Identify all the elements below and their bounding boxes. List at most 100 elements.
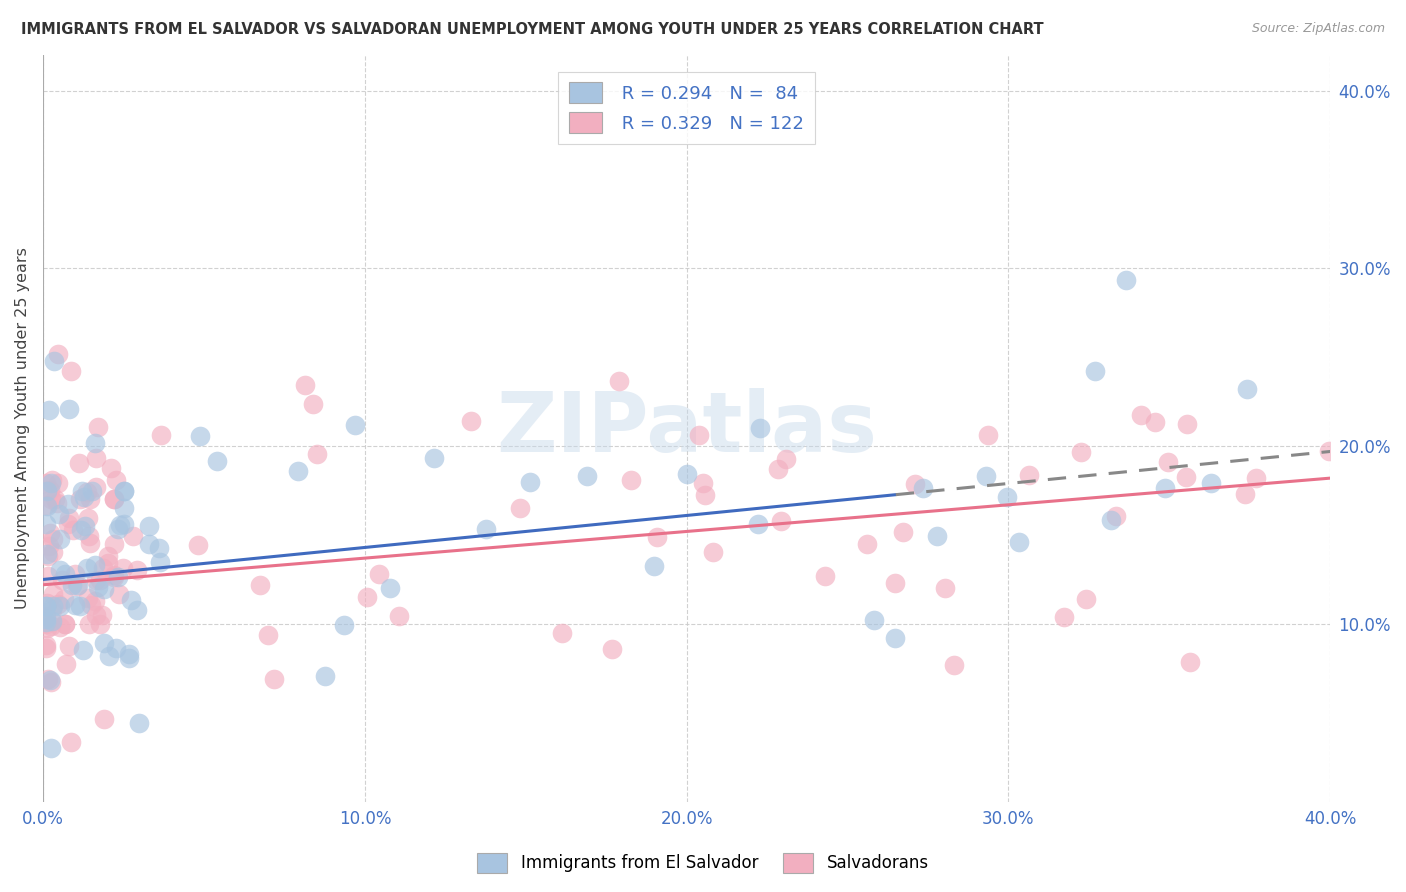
Point	[35, 638, 58, 652]
Point	[1018, 467, 1040, 482]
Point	[855, 537, 877, 551]
Point	[1053, 610, 1076, 624]
Point	[1175, 417, 1198, 431]
Point	[39, 675, 62, 690]
Point	[55, 657, 77, 671]
Point	[934, 581, 956, 595]
Point	[76, 485, 98, 500]
Point	[91, 561, 114, 575]
Point	[333, 618, 356, 632]
Point	[1130, 408, 1153, 422]
Point	[67, 456, 90, 470]
Point	[60, 364, 83, 378]
Point	[35, 596, 58, 610]
Point	[53, 567, 76, 582]
Point	[103, 492, 125, 507]
Point	[884, 631, 907, 645]
Point	[35, 599, 58, 613]
Y-axis label: Unemployment Among Youth under 25 years: Unemployment Among Youth under 25 years	[15, 247, 30, 609]
Point	[37, 672, 59, 686]
Point	[263, 673, 285, 687]
Point	[42, 599, 65, 613]
Point	[388, 609, 411, 624]
Point	[73, 519, 96, 533]
Point	[1157, 455, 1180, 469]
Point	[863, 613, 886, 627]
Point	[112, 501, 135, 516]
Point	[39, 673, 62, 688]
Point	[688, 427, 710, 442]
Point	[423, 451, 446, 466]
Point	[35, 499, 58, 513]
Point	[58, 401, 80, 416]
Point	[249, 578, 271, 592]
Point	[70, 524, 93, 538]
Point	[45, 496, 67, 510]
Point	[107, 523, 129, 537]
Point	[63, 567, 86, 582]
Point	[42, 545, 65, 559]
Point	[911, 481, 934, 495]
Point	[58, 640, 80, 654]
Point	[46, 475, 69, 490]
Point	[82, 483, 104, 498]
Point	[1174, 469, 1197, 483]
Point	[35, 499, 58, 513]
Point	[58, 510, 80, 524]
Point	[943, 657, 966, 672]
Point	[39, 483, 62, 498]
Point	[67, 578, 90, 592]
Point	[35, 616, 58, 631]
Point	[775, 451, 797, 466]
Legend: Immigrants from El Salvador, Salvadorans: Immigrants from El Salvador, Salvadorans	[471, 847, 935, 880]
Point	[112, 561, 135, 575]
Point	[59, 734, 82, 748]
Point	[150, 427, 173, 442]
Point	[77, 616, 100, 631]
Point	[883, 576, 905, 591]
Point	[35, 517, 58, 532]
Point	[187, 538, 209, 552]
Point	[103, 570, 125, 584]
Point	[42, 532, 65, 546]
Point	[97, 556, 120, 570]
Point	[80, 599, 103, 613]
Point	[1153, 481, 1175, 495]
Point	[93, 582, 115, 596]
Point	[86, 580, 108, 594]
Point	[39, 619, 62, 633]
Point	[35, 621, 58, 635]
Text: ZIPatlas: ZIPatlas	[496, 388, 877, 469]
Point	[120, 593, 142, 607]
Point	[38, 539, 60, 553]
Legend:  R = 0.294   N =  84,  R = 0.329   N = 122: R = 0.294 N = 84, R = 0.329 N = 122	[558, 71, 815, 144]
Point	[509, 500, 531, 515]
Point	[125, 603, 148, 617]
Point	[53, 592, 76, 607]
Point	[302, 397, 325, 411]
Point	[995, 491, 1018, 505]
Point	[645, 530, 668, 544]
Point	[84, 480, 107, 494]
Point	[977, 428, 1000, 442]
Point	[89, 616, 111, 631]
Point	[125, 563, 148, 577]
Point	[925, 529, 948, 543]
Point	[1105, 509, 1128, 524]
Point	[100, 461, 122, 475]
Point	[676, 467, 699, 482]
Point	[287, 463, 309, 477]
Point	[103, 537, 125, 551]
Point	[39, 525, 62, 540]
Point	[56, 517, 79, 532]
Point	[62, 523, 84, 537]
Point	[891, 524, 914, 539]
Point	[1178, 655, 1201, 669]
Point	[814, 569, 837, 583]
Text: Source: ZipAtlas.com: Source: ZipAtlas.com	[1251, 22, 1385, 36]
Point	[551, 626, 574, 640]
Point	[41, 474, 63, 488]
Point	[83, 594, 105, 608]
Point	[79, 492, 101, 507]
Point	[49, 563, 72, 577]
